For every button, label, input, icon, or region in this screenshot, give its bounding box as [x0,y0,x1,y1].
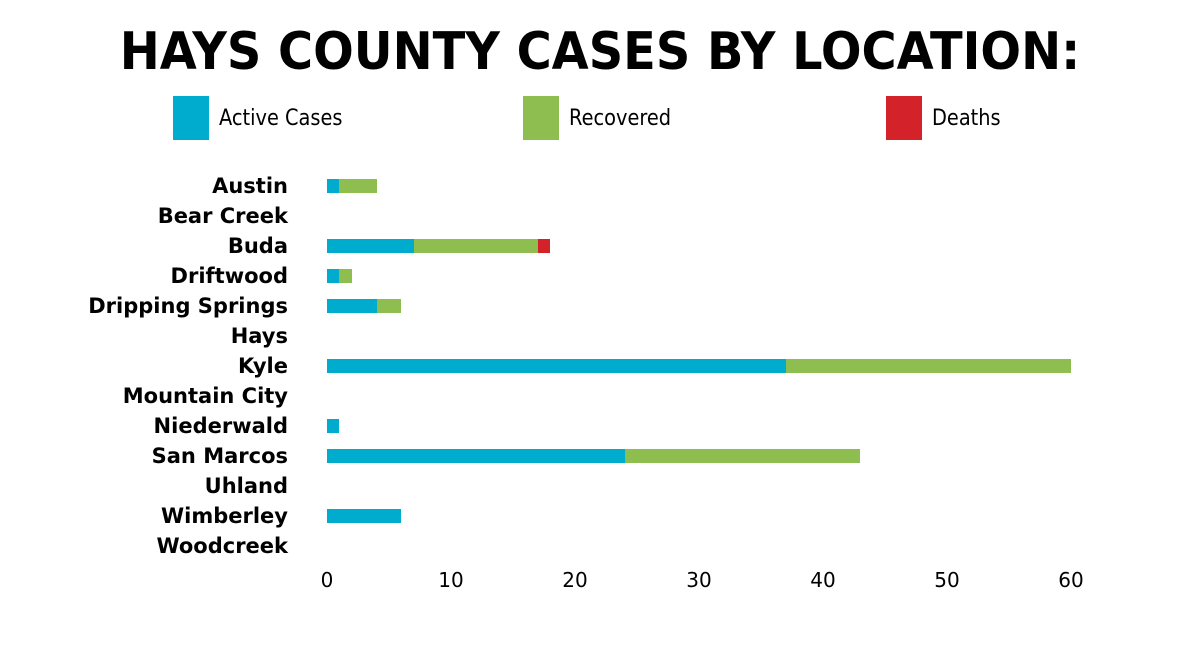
bar-segment [785,359,1071,373]
tick-label: 20 [562,568,588,592]
legend-label: Active Cases [219,105,343,131]
bar-segment [327,299,377,313]
bar-row [327,239,551,253]
bar-row [327,269,352,283]
tick-label: 60 [1058,568,1084,592]
bar-segment [624,449,861,463]
bar-row [327,359,1071,373]
bar-row [327,299,402,313]
bar-segment [339,179,377,193]
category-label: Mountain City [122,384,288,408]
category-label: San Marcos [151,444,288,468]
legend-item: Deaths [886,96,1010,140]
bar-segment [327,509,402,523]
bar-row [327,419,340,433]
bar-row [327,509,402,523]
category-label: Niederwald [153,414,288,438]
legend-label: Deaths [932,105,1001,131]
chart-title: HAYS COUNTY CASES BY LOCATION: [119,22,1081,82]
tick-label: 10 [438,568,464,592]
tick-label: 0 [320,568,334,592]
bar-segment [339,269,352,283]
tick-label: 50 [934,568,960,592]
bar-row [327,179,377,193]
category-label: Bear Creek [157,204,288,228]
bar-segment [327,179,340,193]
bar-segment [327,359,786,373]
tick-label: 40 [810,568,836,592]
category-label: Dripping Springs [88,294,288,318]
category-label: Austin [212,174,288,198]
category-label: Hays [230,324,288,348]
category-label: Woodcreek [156,534,288,558]
category-label: Wimberley [160,504,288,528]
category-label: Uhland [204,474,288,498]
tick-label: 30 [686,568,712,592]
bar-segment [413,239,538,253]
bar-segment [327,449,625,463]
legend-swatch [173,96,209,140]
bar-segment [327,419,340,433]
bar-segment [376,299,402,313]
bar-segment [327,269,340,283]
legend-swatch [523,96,559,140]
category-label: Kyle [237,354,288,378]
legend-label: Recovered [569,105,672,131]
legend-swatch [886,96,922,140]
bar-row [327,449,861,463]
legend-item: Active Cases [173,96,359,140]
bar-segment [537,239,551,253]
bar-segment [327,239,414,253]
category-label: Buda [227,234,288,258]
category-label: Driftwood [170,264,288,288]
legend-item: Recovered [523,96,685,140]
